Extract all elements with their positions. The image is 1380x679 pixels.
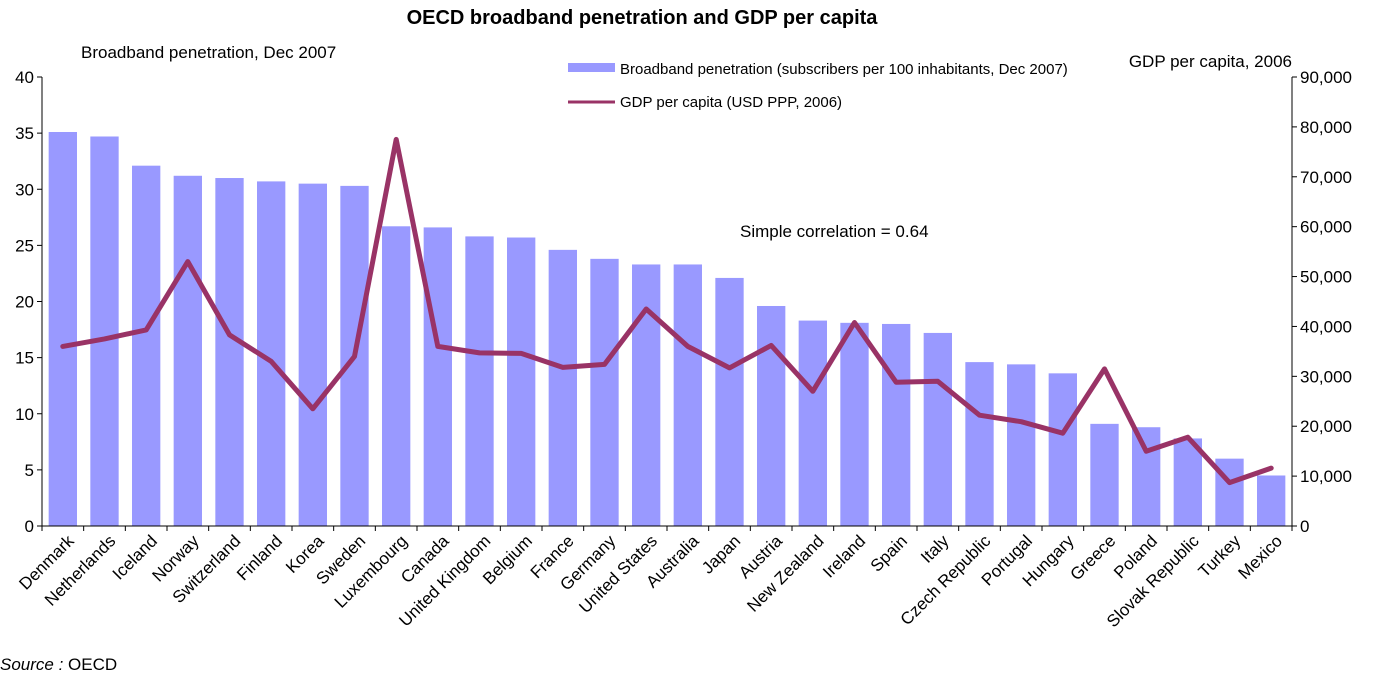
left-tick-label: 40 <box>15 68 34 87</box>
bar <box>1090 423 1119 526</box>
category-label: Spain <box>867 531 911 575</box>
bar <box>423 227 452 527</box>
bar <box>1048 373 1077 526</box>
bar <box>215 178 244 526</box>
bar <box>1007 364 1036 526</box>
left-tick-label: 0 <box>25 517 34 536</box>
left-tick-label: 5 <box>25 461 34 480</box>
bar <box>173 175 202 526</box>
bar <box>465 236 494 526</box>
bar <box>840 322 869 526</box>
axes: 0 5 10 15 20 25 30 35 40 0 10,000 20,000 30,000 40,00… <box>15 68 1352 536</box>
category-label: Greece <box>1066 531 1119 584</box>
left-tick-label: 15 <box>15 349 34 368</box>
bar <box>1257 475 1286 526</box>
bar <box>382 226 411 527</box>
bar <box>590 258 619 526</box>
left-tick-label: 35 <box>15 124 34 143</box>
bar-series <box>48 132 1286 527</box>
bar <box>548 249 577 527</box>
bar <box>132 165 161 527</box>
category-label: Italy <box>917 531 953 567</box>
bar <box>715 277 744 526</box>
bar <box>673 264 702 526</box>
right-tick-label: 40,000 <box>1300 317 1352 336</box>
source-label: Source : <box>0 655 64 674</box>
right-tick-label: 80,000 <box>1300 118 1352 137</box>
left-tick-label: 20 <box>15 293 34 312</box>
bar <box>1173 438 1202 526</box>
bar <box>798 320 827 526</box>
legend-bar-label: Broadband penetration (subscribers per 1… <box>620 61 1068 78</box>
bar <box>965 362 994 526</box>
left-axis-title: Broadband penetration, Dec 2007 <box>81 43 336 62</box>
bar <box>757 305 786 526</box>
right-tick-label: 10,000 <box>1300 467 1352 486</box>
source-value: OECD <box>63 655 118 674</box>
source-note: Source : OECD <box>0 655 117 675</box>
bar <box>90 136 119 526</box>
right-tick-label: 30,000 <box>1300 367 1352 386</box>
category-label: Ireland <box>819 531 869 581</box>
bar <box>507 237 536 526</box>
left-tick-label: 30 <box>15 180 34 199</box>
legend-line-label: GDP per capita (USD PPP, 2006) <box>620 94 842 111</box>
bar <box>882 323 911 526</box>
right-tick-label: 70,000 <box>1300 168 1352 187</box>
legend: Broadband penetration (subscribers per 1… <box>568 61 1068 111</box>
bar <box>1132 427 1161 526</box>
bar <box>923 332 952 526</box>
chart-title: OECD broadband penetration and GDP per c… <box>407 7 879 29</box>
left-tick-label: 10 <box>15 405 34 424</box>
right-tick-label: 20,000 <box>1300 417 1352 436</box>
category-label: Finland <box>233 531 286 584</box>
gdp-line <box>60 136 1274 486</box>
right-tick-label: 0 <box>1300 517 1309 536</box>
category-label: Mexico <box>1234 531 1286 583</box>
right-axis-title: GDP per capita, 2006 <box>1129 52 1292 71</box>
bar <box>298 183 327 526</box>
category-labels: DenmarkNetherlandsIcelandNorwaySwitzerla… <box>15 531 1286 631</box>
right-tick-label: 50,000 <box>1300 268 1352 287</box>
left-tick-label: 25 <box>15 236 34 255</box>
legend-bar-swatch <box>568 63 615 72</box>
bar <box>48 132 77 526</box>
correlation-annotation: Simple correlation = 0.64 <box>740 222 929 241</box>
line-series <box>60 136 1274 486</box>
right-tick-label: 60,000 <box>1300 218 1352 237</box>
bar <box>632 264 661 526</box>
right-tick-label: 90,000 <box>1300 68 1352 87</box>
category-label: Turkey <box>1195 531 1245 581</box>
